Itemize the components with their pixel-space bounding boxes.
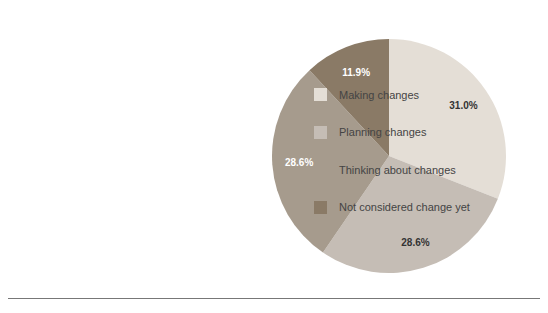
html-text:Thinking about changes: Thinking about changes (339, 163, 456, 176)
svg-text:28.6%: 28.6% (401, 237, 429, 248)
svg-text:28.6%: 28.6% (285, 157, 313, 168)
html-text:Planning changes: Planning changes (339, 126, 427, 139)
svg-text:31.0%: 31.0% (449, 100, 477, 111)
html-text:Not considered change yet: Not considered change yet (339, 201, 470, 214)
svg-text:11.9%: 11.9% (342, 67, 370, 78)
html-text:Making changes: Making changes (339, 88, 420, 101)
